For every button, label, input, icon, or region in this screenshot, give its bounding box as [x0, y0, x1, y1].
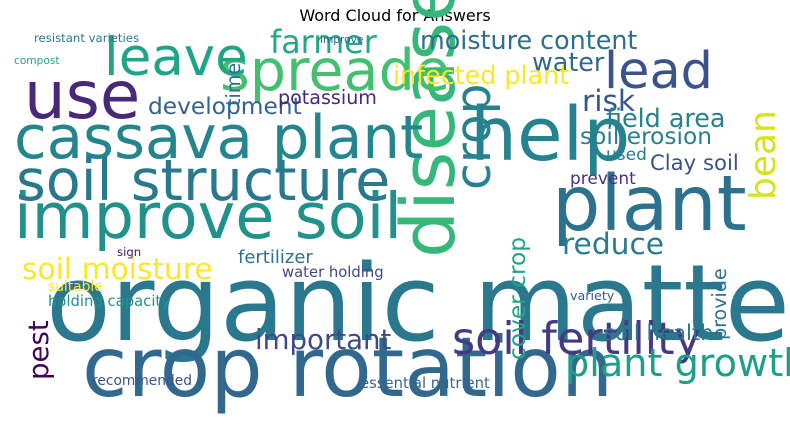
word-soil-fertility: soil fertility — [452, 314, 701, 365]
word-development: development — [148, 93, 302, 120]
word-soil-health: soil health — [604, 320, 714, 345]
word-variety: variety — [570, 288, 615, 303]
word-bean: bean — [743, 110, 784, 200]
word-suitable: suitable — [48, 279, 103, 295]
word-farmer: farmer — [270, 24, 378, 61]
word-cassava-plant: cassava plant — [14, 104, 423, 173]
word-cover-crop: cover crop — [504, 237, 531, 360]
word-essential-nutrient: essential nutrient — [360, 375, 490, 392]
word-help: help — [470, 92, 630, 178]
word-improve: improve — [320, 34, 363, 46]
word-sign: sign — [117, 245, 141, 259]
word-plant: plant — [552, 159, 747, 248]
word-spreade: spreade — [220, 38, 450, 104]
word-crop: crop — [445, 83, 502, 190]
word-infected-plant: infected plant — [393, 60, 569, 90]
word-reduce: reduce — [562, 227, 664, 262]
word-soil-erosion: soil erosion — [580, 123, 712, 150]
word-compost: compost — [14, 55, 60, 67]
word-field-area: field area — [606, 103, 725, 133]
word-time: time — [222, 63, 245, 106]
word-soil-moisture: soil moisture — [22, 252, 213, 287]
word-provide: provide — [708, 268, 731, 340]
word-organic-matter: organic matter — [46, 242, 790, 365]
word-pest: pest — [22, 320, 55, 380]
word-soil-structure: soil structure — [16, 148, 390, 214]
word-water: water — [532, 47, 605, 77]
word-risk: risk — [582, 84, 636, 119]
chart-title: Word Cloud for Answers — [299, 6, 491, 25]
word-resistant-varieties: resistant varieties — [34, 31, 139, 45]
word-use: use — [24, 58, 140, 134]
word-water-holding: water holding — [282, 264, 384, 281]
word-used: used — [606, 145, 647, 165]
word-recommended: recommended — [92, 373, 192, 389]
word-plant-growth: plant growth — [565, 342, 790, 386]
word-fertilizer: fertilizer — [238, 247, 313, 268]
word-lead: lead — [604, 42, 713, 101]
word-disease: disease — [386, 0, 472, 258]
word-clay-soil: Clay soil — [650, 150, 739, 175]
word-crop-rotation: crop rotation — [82, 319, 613, 416]
word-prevent: prevent — [570, 169, 636, 189]
word-improve-soil: improve soil — [14, 179, 402, 253]
word-holding-capacity: holding capacity — [48, 293, 170, 310]
word-leave: leave — [104, 27, 248, 88]
word-important: important — [255, 323, 392, 356]
word-moisture-content: moisture content — [420, 25, 637, 55]
word-potassium: potassium — [278, 86, 377, 109]
